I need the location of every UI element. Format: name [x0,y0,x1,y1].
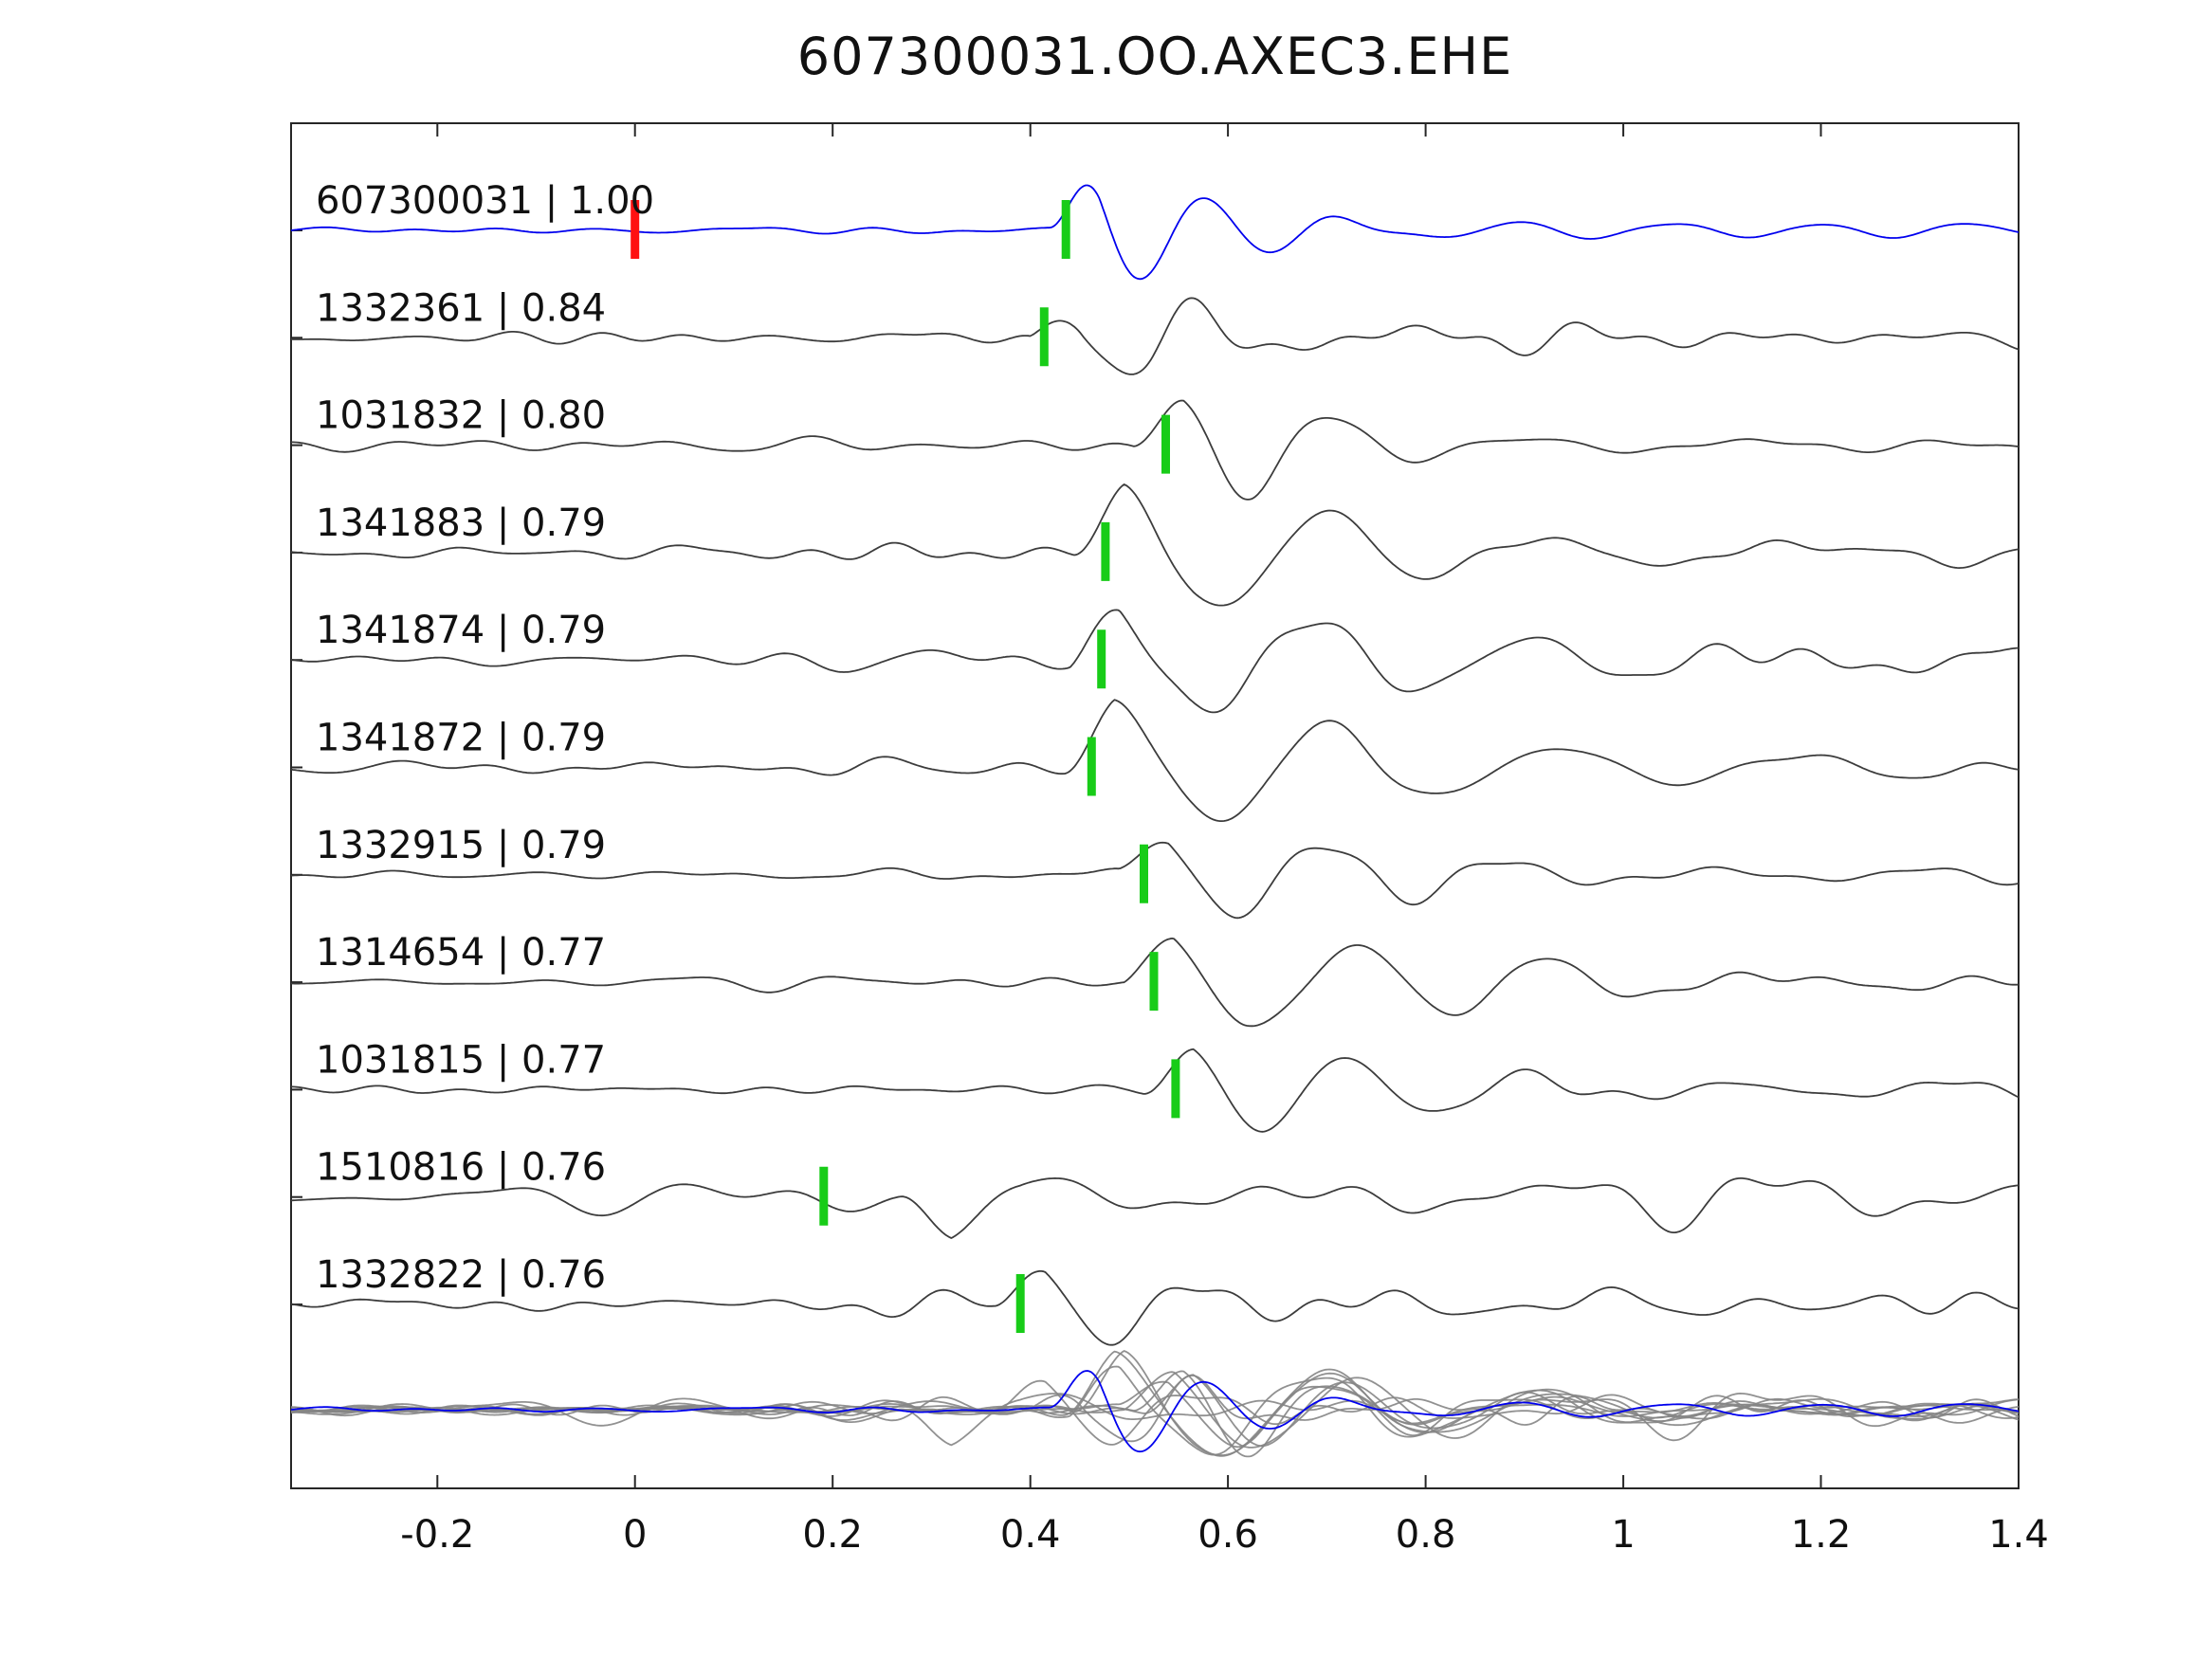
y-axis-ticks [291,229,302,1305]
trace-label-607300031: 607300031 | 1.00 [316,179,654,223]
waveform-trace-1510816 [291,1177,2019,1239]
trace-label-1031832: 1031832 | 0.80 [316,394,606,438]
waveform-trace-1332915 [291,841,2019,920]
x-axis-tick-label: 0.6 [1197,1513,1258,1557]
waveform-trace-1031815 [291,1048,2019,1133]
waveform-trace-1341872 [291,699,2019,822]
overlay-trace-1031815 [291,1374,2019,1448]
overlay-trace-1510816 [291,1393,2019,1447]
waveform-trace-607300031 [291,184,2019,281]
x-axis-tick-label: 1.4 [1988,1513,2049,1557]
x-axis-tick-label: 0.4 [1000,1513,1061,1557]
overlay-trace-1314654 [291,1371,2019,1449]
trace-label-1510816: 1510816 | 0.76 [316,1146,606,1190]
trace-label-1341883: 1341883 | 0.79 [316,501,606,545]
x-axis-tick-label: 0.2 [802,1513,863,1557]
trace-label-1341872: 1341872 | 0.79 [316,717,606,760]
axes-frame [290,122,2020,1489]
trace-label-1332915: 1332915 | 0.79 [316,824,606,867]
x-axis-tick-label: -0.2 [400,1513,474,1557]
trace-label-1031815: 1031815 | 0.77 [316,1038,606,1082]
chart-title: 607300031.OO.AXEC3.EHE [796,27,1513,86]
waveform-trace-1332822 [291,1269,2019,1346]
trace-label-1314654: 1314654 | 0.77 [316,931,606,975]
pick-markers [631,200,1180,1333]
waveform-trace-1341883 [291,483,2019,607]
x-axis-tick-label: 1.2 [1791,1513,1852,1557]
trace-labels: 607300031 | 1.00 1332361 | 0.84 1031832 | … [316,179,654,1297]
overlay-template [291,1370,2019,1453]
x-axis-ticks: -0.2 0 0.2 0.4 0.6 0.8 1 1.2 1.4 [400,123,2049,1557]
waveform-trace-1341874 [291,609,2019,714]
waveforms [291,184,2019,1458]
trace-label-1332361: 1332361 | 0.84 [316,286,606,330]
waveform-trace-1332361 [291,297,2019,375]
trace-label-1332822: 1332822 | 0.76 [316,1253,606,1297]
x-axis-tick-label: 0.8 [1396,1513,1456,1557]
x-axis-tick-label: 0 [623,1513,647,1557]
x-axis-tick-label: 1 [1611,1513,1635,1557]
waveform-trace-1314654 [291,938,2019,1028]
trace-label-1341874: 1341874 | 0.79 [316,609,606,652]
overlay-trace-1341883 [291,1350,2019,1456]
waveform-trace-1031832 [291,399,2019,501]
